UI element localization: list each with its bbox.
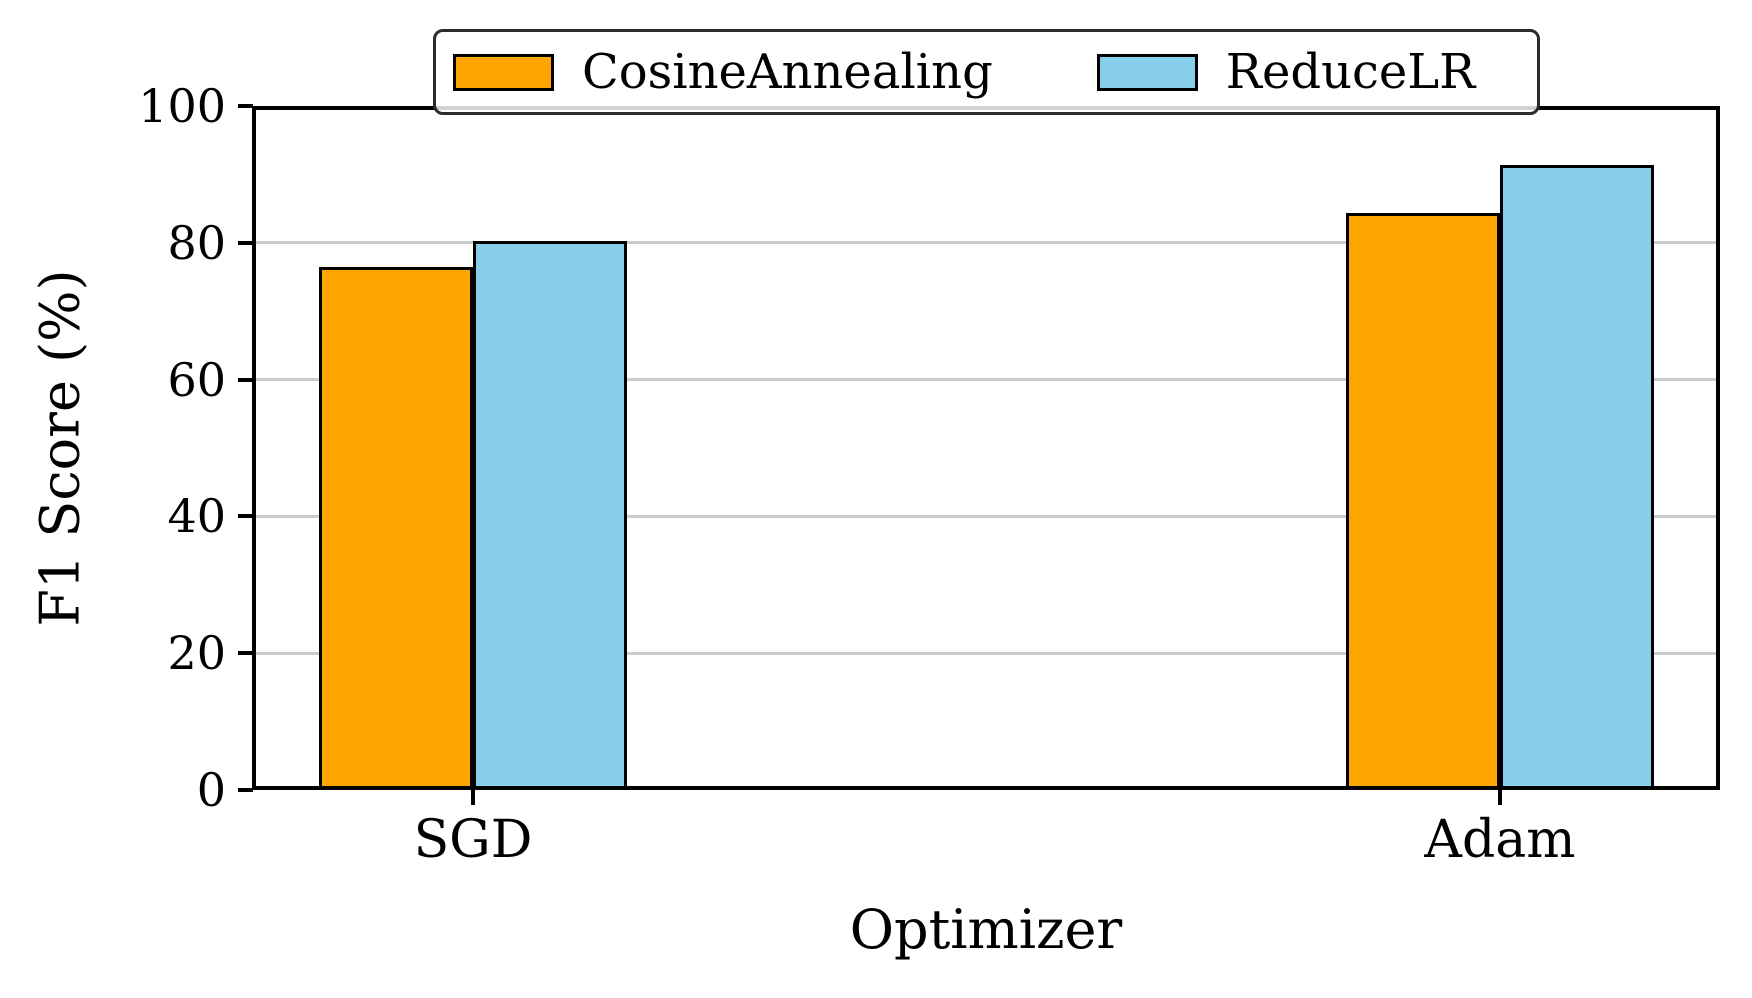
gridline-y-80	[252, 241, 1720, 245]
x-tick-mark-sgd	[471, 790, 475, 805]
bar-adam-reducelr	[1500, 165, 1654, 790]
legend-label-reducelr: ReduceLR	[1225, 44, 1476, 100]
legend-entry-reducelr: ReduceLR	[1096, 44, 1476, 100]
y-tick-mark-0	[238, 788, 253, 792]
y-tick-mark-40	[238, 514, 253, 519]
legend: CosineAnnealing ReduceLR	[433, 29, 1540, 115]
y-tick-label-80: 80	[167, 215, 226, 270]
plot-area	[252, 106, 1720, 790]
y-axis-label: F1 Score (%)	[28, 269, 92, 627]
gridline-y-20	[252, 651, 1720, 655]
y-tick-mark-80	[238, 240, 253, 245]
x-tick-label-sgd: SGD	[413, 810, 533, 870]
x-axis-label: Optimizer	[849, 898, 1123, 961]
bar-adam-cosineannealing	[1346, 213, 1500, 790]
y-tick-label-0: 0	[196, 763, 226, 817]
y-tick-mark-20	[238, 651, 253, 656]
legend-swatch-reducelr	[1096, 53, 1198, 91]
bar-sgd-reducelr	[473, 241, 627, 790]
gridline-y-40	[252, 514, 1720, 518]
x-tick-label-adam: Adam	[1424, 810, 1576, 870]
y-tick-label-20: 20	[167, 626, 226, 681]
bar-sgd-cosineannealing	[319, 267, 473, 790]
legend-entry-cosineannealing: CosineAnnealing	[453, 44, 993, 100]
y-tick-mark-60	[238, 377, 253, 382]
y-tick-label-60: 60	[167, 352, 226, 407]
y-tick-label-40: 40	[167, 489, 226, 544]
y-tick-mark-100	[238, 104, 253, 108]
legend-swatch-cosineannealing	[453, 53, 554, 91]
gridline-y-60	[252, 378, 1720, 382]
legend-label-cosineannealing: CosineAnnealing	[582, 44, 993, 100]
y-tick-label-100: 100	[138, 79, 226, 133]
x-tick-mark-adam	[1498, 790, 1502, 805]
